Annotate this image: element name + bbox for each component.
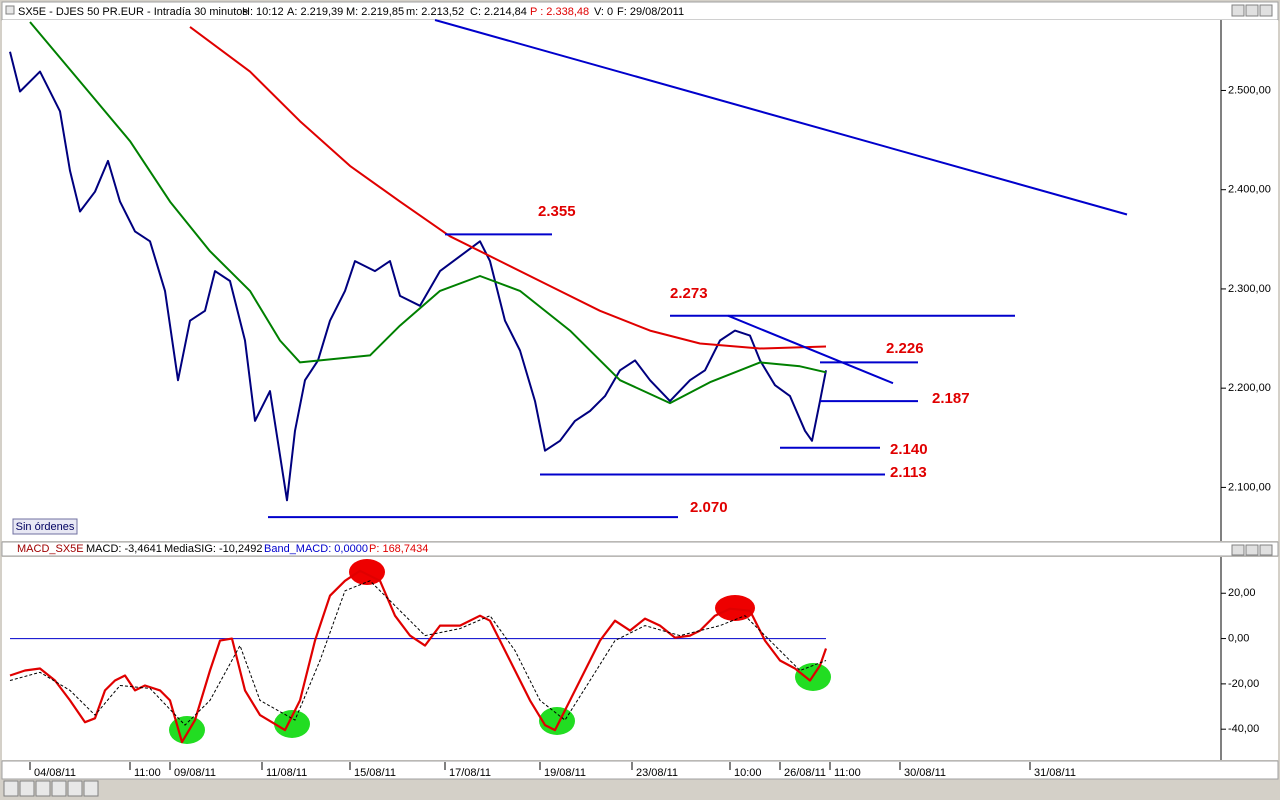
y-tick-label: 2.200,00 xyxy=(1228,382,1271,394)
header-field: P : 2.338,48 xyxy=(530,6,589,18)
scroll-last[interactable] xyxy=(51,780,67,797)
x-tick-label: 31/08/11 xyxy=(1034,767,1076,779)
macd-header: MACD_SX5E xyxy=(17,543,84,555)
scroll-zoom[interactable] xyxy=(83,780,99,797)
scroll-first[interactable] xyxy=(3,780,19,797)
header-field: H: 10:12 xyxy=(242,6,284,18)
level-label: 2.070 xyxy=(690,499,728,516)
window-buttons xyxy=(1231,544,1273,556)
level-label: 2.187 xyxy=(932,390,970,407)
macd-header: MACD: -3,4641 xyxy=(86,543,162,555)
x-tick-label: 11:00 xyxy=(134,767,161,779)
y-tick-label: 2.500,00 xyxy=(1228,84,1271,96)
macd-header-bar xyxy=(1,541,1279,557)
trough-marker xyxy=(274,710,310,738)
header-field: F: 29/08/2011 xyxy=(617,6,684,18)
scroll-next[interactable] xyxy=(35,780,51,797)
header-title: SX5E - DJES 50 PR.EUR - Intradía 30 minu… xyxy=(18,6,248,18)
window-buttons xyxy=(1231,4,1273,17)
y-tick-label: 2.100,00 xyxy=(1228,481,1271,493)
series-line xyxy=(29,21,827,405)
series-line xyxy=(189,26,827,350)
trough-marker xyxy=(169,716,205,744)
macd-header: MediaSIG: -10,2492 xyxy=(164,543,262,555)
macd-header: P: 168,7434 xyxy=(369,543,428,555)
date-axis xyxy=(1,760,1279,780)
x-tick-label: 10:00 xyxy=(734,767,762,779)
x-tick-label: 30/08/11 xyxy=(904,767,946,779)
header-field: V: 0 xyxy=(594,6,613,18)
peak-marker xyxy=(715,595,755,621)
minimize-button[interactable] xyxy=(1231,544,1245,556)
maximize-button[interactable] xyxy=(1245,4,1259,17)
header-field: C: 2.214,84 xyxy=(470,6,527,18)
level-label: 2.140 xyxy=(890,441,928,458)
x-tick-label: 17/08/11 xyxy=(449,767,491,779)
minimize-button[interactable] xyxy=(1231,4,1245,17)
trend-line xyxy=(434,19,1128,216)
scrollbar xyxy=(2,780,1278,798)
maximize-button[interactable] xyxy=(1245,544,1259,556)
header-field: m: 2.213,52 xyxy=(406,6,464,18)
x-tick-label: 26/08/11 xyxy=(784,767,826,779)
x-tick-label: 11:00 xyxy=(834,767,861,779)
x-tick-label: 19/08/11 xyxy=(544,767,586,779)
signal-markers xyxy=(169,559,831,744)
level-label: 2.226 xyxy=(886,340,924,357)
level-label: 2.355 xyxy=(538,203,576,220)
close-button[interactable] xyxy=(1259,544,1273,556)
y-tick-label: -40,00 xyxy=(1228,723,1259,735)
y-tick-label: 0,00 xyxy=(1228,632,1249,644)
level-label: 2.113 xyxy=(890,464,927,481)
close-button[interactable] xyxy=(1259,4,1273,17)
y-tick-label: 20,00 xyxy=(1228,587,1256,599)
scroll-end[interactable] xyxy=(67,780,83,797)
price-pane xyxy=(2,20,1278,541)
scroll-prev[interactable] xyxy=(19,780,35,797)
x-tick-label: 23/08/11 xyxy=(636,767,678,779)
y-tick-label: 2.400,00 xyxy=(1228,184,1271,196)
x-tick-label: 09/08/11 xyxy=(174,767,216,779)
y-tick-label: -20,00 xyxy=(1228,678,1259,690)
series-line xyxy=(9,51,827,502)
trough-marker xyxy=(539,707,575,735)
series-line xyxy=(9,580,827,726)
orders-button[interactable] xyxy=(12,518,78,535)
y-tick-label: 2.300,00 xyxy=(1228,283,1271,295)
orders-button-label: Sin órdenes xyxy=(16,521,75,533)
x-tick-label: 04/08/11 xyxy=(34,767,76,779)
macd-header: Band_MACD: 0,0000 xyxy=(264,543,368,555)
header-icon xyxy=(5,5,15,15)
x-tick-label: 15/08/11 xyxy=(354,767,396,779)
level-label: 2.273 xyxy=(670,285,708,302)
x-tick-label: 11/08/11 xyxy=(266,767,307,779)
header-field: A: 2.219,39 xyxy=(287,6,343,18)
header-field: M: 2.219,85 xyxy=(346,6,404,18)
series-line xyxy=(9,569,828,744)
scroll-buttons xyxy=(3,780,99,797)
trend-line xyxy=(727,314,894,385)
